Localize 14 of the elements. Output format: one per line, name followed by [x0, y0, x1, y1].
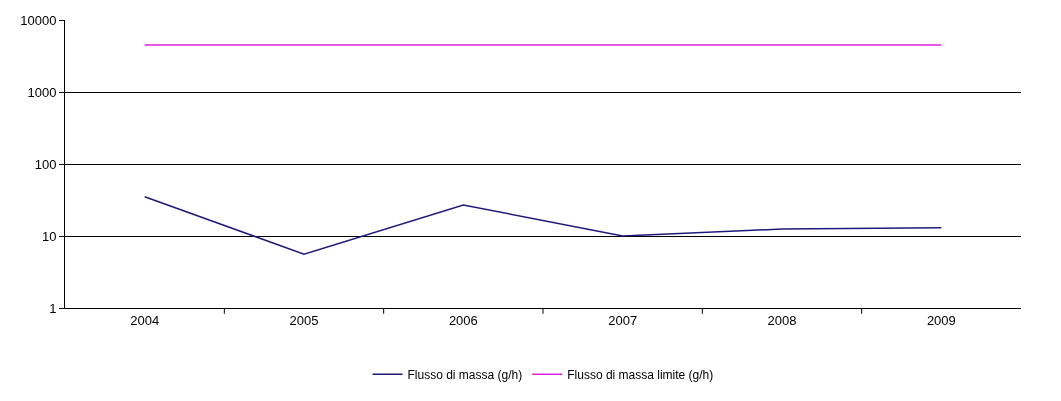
y-tick-label: 10 — [41, 228, 57, 244]
x-tick-label: 2006 — [448, 312, 478, 328]
y-tick-label: 10000 — [20, 12, 57, 28]
x-tick-label: 2008 — [767, 312, 797, 328]
y-tick-label: 1 — [49, 300, 57, 316]
legend-label: Flusso di massa limite (g/h) — [567, 368, 714, 383]
x-tick-label: 2007 — [608, 312, 638, 328]
x-tick-label: 2004 — [130, 312, 160, 328]
y-tick-label: 100 — [34, 156, 57, 172]
line-series — [143, 196, 943, 255]
y-tick-label: 1000 — [27, 84, 57, 100]
x-tick-label: 2009 — [926, 312, 956, 328]
legend-label: Flusso di massa (g/h) — [407, 368, 523, 383]
x-tick-label: 2005 — [289, 312, 319, 328]
